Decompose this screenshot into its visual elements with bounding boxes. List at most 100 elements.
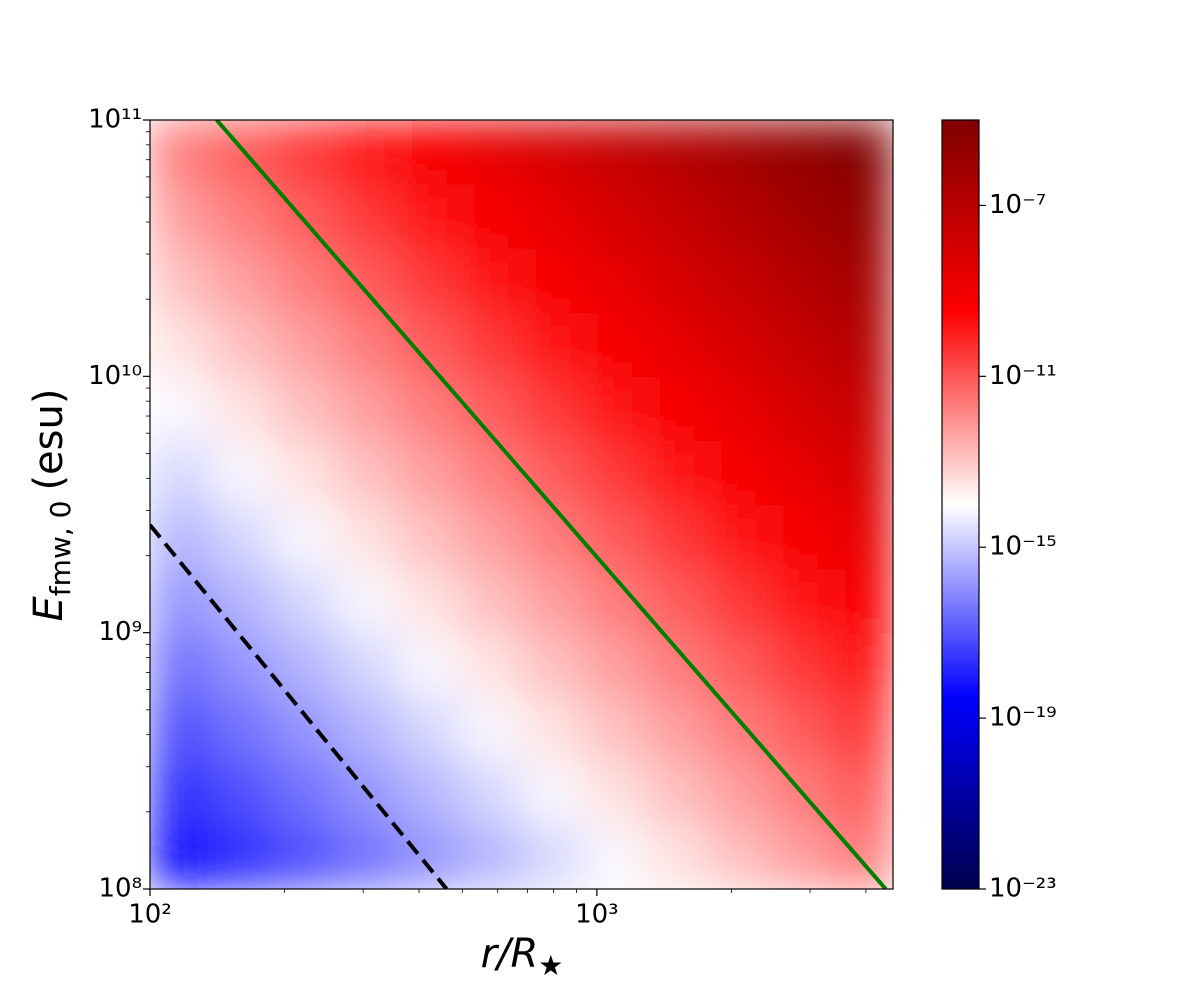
heatmap-cell — [521, 312, 584, 377]
heatmap-cell — [459, 760, 522, 826]
y-label-symbol: E — [26, 595, 72, 621]
heatmap-cell — [459, 312, 522, 377]
heatmap-cell — [459, 696, 522, 762]
heatmap-cell — [583, 504, 646, 570]
x-label-symbol: r/R — [481, 931, 539, 977]
heatmap-cell — [830, 440, 893, 505]
heatmap-cell — [150, 184, 212, 249]
heatmap-cell — [211, 184, 275, 249]
heatmap-cell — [521, 696, 584, 762]
heatmap-cell — [707, 312, 770, 377]
heatmap-cell — [335, 120, 398, 185]
heatmap-cell — [830, 696, 893, 762]
heatmap-cell — [768, 568, 832, 634]
heatmap — [150, 120, 893, 889]
heatmap-cell — [459, 440, 522, 505]
heatmap-cell — [150, 760, 212, 826]
heatmap-cell — [459, 120, 522, 185]
heatmap-cell — [768, 632, 832, 698]
heatmap-cell — [830, 184, 893, 249]
heatmap-cell — [521, 568, 584, 634]
colorbar-tick-label: 10⁻¹⁵ — [989, 532, 1057, 562]
heatmap-cell — [459, 632, 522, 698]
heatmap-cell — [830, 312, 893, 377]
heatmap-cell — [645, 248, 708, 313]
heatmap-cell — [273, 568, 337, 634]
heatmap-cell — [707, 568, 770, 634]
heatmap-cell — [521, 632, 584, 698]
colorbar — [941, 119, 980, 890]
heatmap-cell — [335, 568, 398, 634]
heatmap-cell — [397, 760, 460, 826]
heatmap-cell — [459, 504, 522, 570]
heatmap-cell — [830, 504, 893, 570]
heatmap-cell — [150, 120, 212, 185]
heatmap-cell — [830, 568, 893, 634]
plot-frame — [149, 119, 894, 890]
heatmap-cell — [707, 760, 770, 826]
heatmap-cell — [273, 312, 337, 377]
heatmap-cell — [397, 568, 460, 634]
heatmap-cell — [397, 120, 460, 185]
y-tick-label: 10¹⁰ — [88, 361, 142, 391]
heatmap-cell — [397, 312, 460, 377]
heatmap-cell — [645, 440, 708, 505]
heatmap-cell — [830, 120, 893, 185]
heatmap-cell — [830, 760, 893, 826]
heatmap-cell — [273, 632, 337, 698]
heatmap-cell — [768, 825, 832, 889]
heatmap-cell — [459, 825, 522, 889]
heatmap-cell — [645, 825, 708, 889]
heatmap-cell — [150, 440, 212, 505]
heatmap-cell — [273, 825, 337, 889]
heatmap-cell — [211, 248, 275, 313]
heatmap-cell — [521, 376, 584, 441]
heatmap-cell — [397, 184, 460, 249]
y-label-unit: (esu) — [26, 389, 72, 491]
heatmap-cell — [707, 440, 770, 505]
line — [150, 523, 449, 889]
heatmap-cell — [335, 248, 398, 313]
heatmap-cell — [707, 632, 770, 698]
x-tick-label: 10² — [128, 900, 172, 930]
contour-lines — [150, 120, 888, 889]
heatmap-cell — [521, 120, 584, 185]
cells — [150, 120, 893, 889]
heatmap-cell — [397, 248, 460, 313]
heatmap-cell — [335, 440, 398, 505]
heatmap-cell — [707, 120, 770, 185]
heatmap-cell — [397, 632, 460, 698]
heatmap-cell — [768, 696, 832, 762]
heatmap-cell — [768, 248, 832, 313]
heatmap-cell — [335, 632, 398, 698]
heatmap-cell — [150, 825, 212, 889]
heatmap-cell — [707, 825, 770, 889]
colorbar-tick-label: 10⁻²³ — [989, 874, 1057, 904]
heatmap-cell — [583, 120, 646, 185]
heatmap-cell — [768, 376, 832, 441]
heatmap-cell — [335, 696, 398, 762]
heatmap-cell — [583, 184, 646, 249]
heatmap-cell — [583, 760, 646, 826]
colorbar-tick-label: 10⁻⁷ — [989, 190, 1046, 220]
heatmap-cell — [397, 504, 460, 570]
heatmap-cell — [768, 120, 832, 185]
heatmap-cell — [273, 696, 337, 762]
heatmap-cell — [150, 568, 212, 634]
colorbar-tick-label: 10⁻¹⁹ — [989, 703, 1057, 733]
heatmap-cell — [768, 184, 832, 249]
heatmap-cell — [521, 440, 584, 505]
heatmap-cell — [273, 440, 337, 505]
heatmap-cell — [645, 504, 708, 570]
heatmap-cell — [583, 248, 646, 313]
y-axis-label: Efmw, 0 (esu) — [26, 389, 77, 622]
heatmap-cell — [830, 248, 893, 313]
heatmap-cell — [273, 760, 337, 826]
heatmap-cell — [273, 120, 337, 185]
axes: 10² 10³ 10⁸ 10⁹ 10¹⁰ 10¹¹ 10⁻²³ 10⁻¹⁹ 10⁻¹⁵ 10⁻¹¹… — [88, 105, 1057, 930]
heatmap-cell — [211, 504, 275, 570]
heatmap-cell — [273, 376, 337, 441]
heatmap-cell — [645, 760, 708, 826]
y-tick-label: 10¹¹ — [88, 105, 142, 135]
